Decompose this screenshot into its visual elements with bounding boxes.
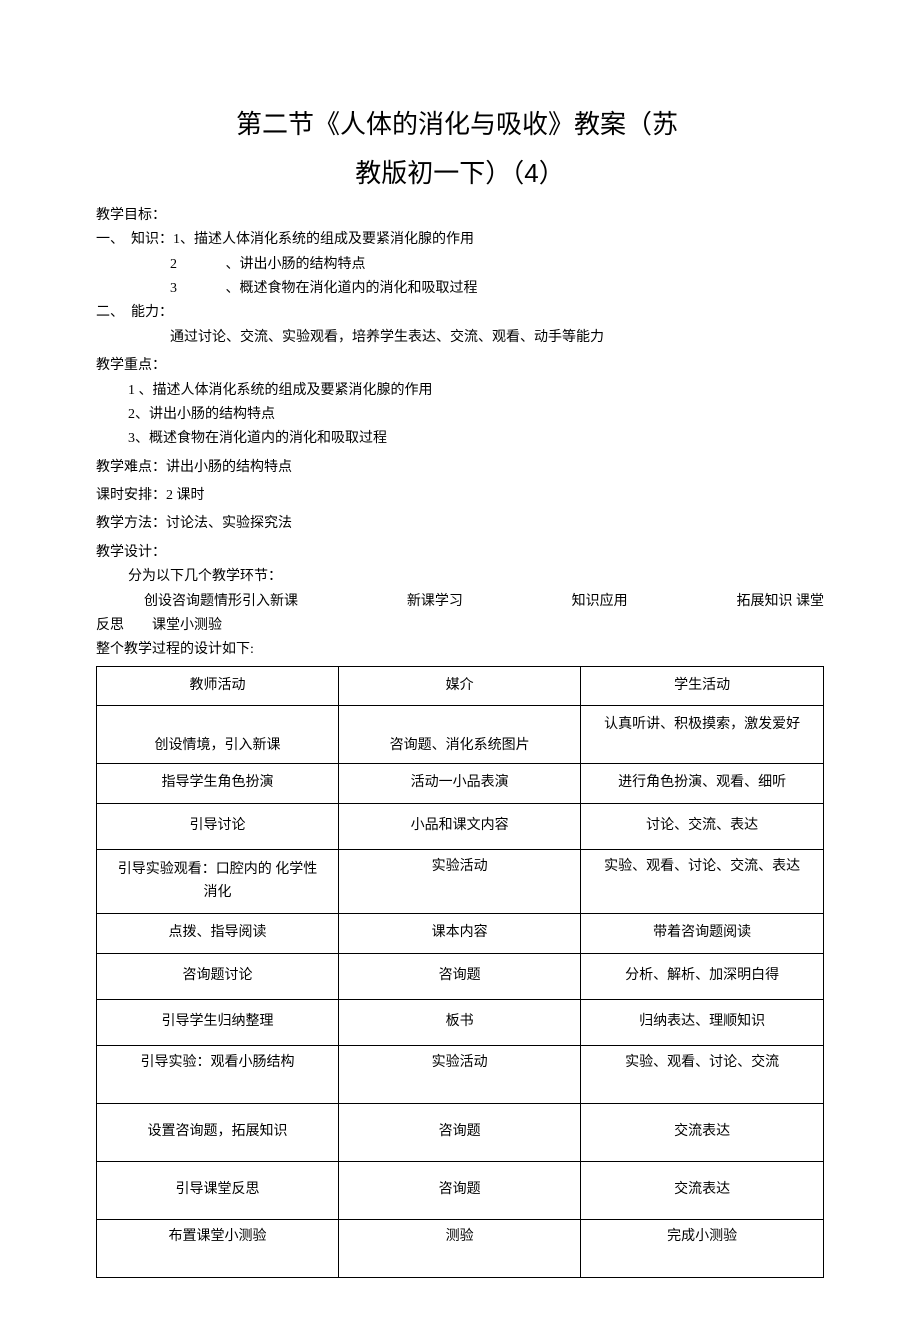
table-cell: 咨询题 [339,1103,581,1161]
goals-ability-label: 二、 能力： [96,302,824,324]
table-cell: 带着咨询题阅读 [581,914,824,953]
goals-k2-num: 2 [170,254,190,276]
goals-knowledge-3: 3 、概述食物在消化道内的消化和吸取过程 [96,278,824,300]
keypoint-3: 3、概述食物在消化道内的消化和吸取过程 [96,428,824,450]
goals-k3-text: 、概述食物在消化道内的消化和吸取过程 [194,281,478,296]
table-cell: 活动一小品表演 [339,764,581,803]
table-cell: 实验、观看、讨论、交流 [581,1045,824,1103]
table-row: 布置课堂小测验测验完成小测验 [97,1219,824,1277]
table-cell: 咨询题、消化系统图片 [339,706,581,764]
table-row: 指导学生角色扮演活动一小品表演进行角色扮演、观看、细听 [97,764,824,803]
table-row: 设置咨询题，拓展知识咨询题交流表达 [97,1103,824,1161]
goals-k3-num: 3 [170,278,190,300]
table-row: 引导学生归纳整理板书归纳表达、理顺知识 [97,999,824,1045]
table-row: 引导讨论小品和课文内容讨论、交流、表达 [97,803,824,849]
table-cell: 引导讨论 [97,803,339,849]
table-cell: 交流表达 [581,1103,824,1161]
goals-k2-text: 、讲出小肠的结构特点 [194,257,366,272]
table-cell: 认真听讲、积极摸索，激发爱好 [581,706,824,764]
flow-step-d: 拓展知识 课堂 [736,591,824,613]
keypoint-2: 2、讲出小肠的结构特点 [96,404,824,426]
keypoints-label: 教学重点： [96,355,824,377]
difficulty: 教学难点：讲出小肠的结构特点 [96,457,824,479]
table-cell: 引导实验：观看小肠结构 [97,1045,339,1103]
flow-steps: 创设咨询题情形引入新课 新课学习 知识应用 拓展知识 课堂 [96,591,824,613]
table-row: 咨询题讨论咨询题分析、解析、加深明白得 [97,953,824,999]
table-cell: 咨询题 [339,953,581,999]
table-cell: 设置咨询题，拓展知识 [97,1103,339,1161]
table-cell: 实验活动 [339,1045,581,1103]
table-cell: 创设情境，引入新课 [97,706,339,764]
process-label: 整个教学过程的设计如下: [96,639,824,661]
table-cell: 指导学生角色扮演 [97,764,339,803]
table-body: 创设情境，引入新课咨询题、消化系统图片认真听讲、积极摸索，激发爱好指导学生角色扮… [97,706,824,1277]
table-row: 创设情境，引入新课咨询题、消化系统图片认真听讲、积极摸索，激发爱好 [97,706,824,764]
method: 教学方法：讨论法、实验探究法 [96,513,824,535]
table-cell: 分析、解析、加深明白得 [581,953,824,999]
table-cell: 实验活动 [339,849,581,914]
title-line-1: 第二节《人体的消化与吸收》教案（苏 [96,100,824,149]
goals-label: 教学目标： [96,205,824,227]
goals-knowledge-2: 2 、讲出小肠的结构特点 [96,254,824,276]
table-cell: 引导实验观看：口腔内的 化学性消化 [97,849,339,914]
th-student: 学生活动 [581,666,824,705]
table-cell: 测验 [339,1219,581,1277]
flow-step-c: 知识应用 [572,591,628,613]
table-cell: 板书 [339,999,581,1045]
table-cell: 小品和课文内容 [339,803,581,849]
table-row: 引导实验：观看小肠结构实验活动实验、观看、讨论、交流 [97,1045,824,1103]
table-row: 点拨、指导阅读课本内容带着咨询题阅读 [97,914,824,953]
flow-step-b: 新课学习 [407,591,463,613]
table-cell: 实验、观看、讨论、交流、表达 [581,849,824,914]
table-cell: 咨询题讨论 [97,953,339,999]
table-cell: 讨论、交流、表达 [581,803,824,849]
table-row: 引导实验观看：口腔内的 化学性消化实验活动实验、观看、讨论、交流、表达 [97,849,824,914]
table-cell: 点拨、指导阅读 [97,914,339,953]
th-media: 媒介 [339,666,581,705]
keypoint-1: 1 、描述人体消化系统的组成及要紧消化腺的作用 [96,380,824,402]
table-cell: 引导学生归纳整理 [97,999,339,1045]
schedule: 课时安排：2 课时 [96,485,824,507]
table-cell: 咨询题 [339,1161,581,1219]
design-intro: 分为以下几个教学环节： [96,566,824,588]
table-cell: 交流表达 [581,1161,824,1219]
table-cell: 完成小测验 [581,1219,824,1277]
design-label: 教学设计： [96,542,824,564]
th-teacher: 教师活动 [97,666,339,705]
table-header-row: 教师活动 媒介 学生活动 [97,666,824,705]
flow-step-a: 创设咨询题情形引入新课 [144,591,298,613]
table-cell: 归纳表达、理顺知识 [581,999,824,1045]
flow-wrap: 反思 课堂小测验 [96,615,824,637]
table-cell: 进行角色扮演、观看、细听 [581,764,824,803]
table-row: 引导课堂反思咨询题交流表达 [97,1161,824,1219]
table-cell: 课本内容 [339,914,581,953]
title-line-2: 教版初一下）（4） [96,149,824,198]
table-cell: 引导课堂反思 [97,1161,339,1219]
goals-ability-text: 通过讨论、交流、实验观看，培养学生表达、交流、观看、动手等能力 [96,327,824,349]
process-table: 教师活动 媒介 学生活动 创设情境，引入新课咨询题、消化系统图片认真听讲、积极摸… [96,666,824,1278]
goals-knowledge-1: 一、 知识：1、描述人体消化系统的组成及要紧消化腺的作用 [96,229,824,251]
table-cell: 布置课堂小测验 [97,1219,339,1277]
